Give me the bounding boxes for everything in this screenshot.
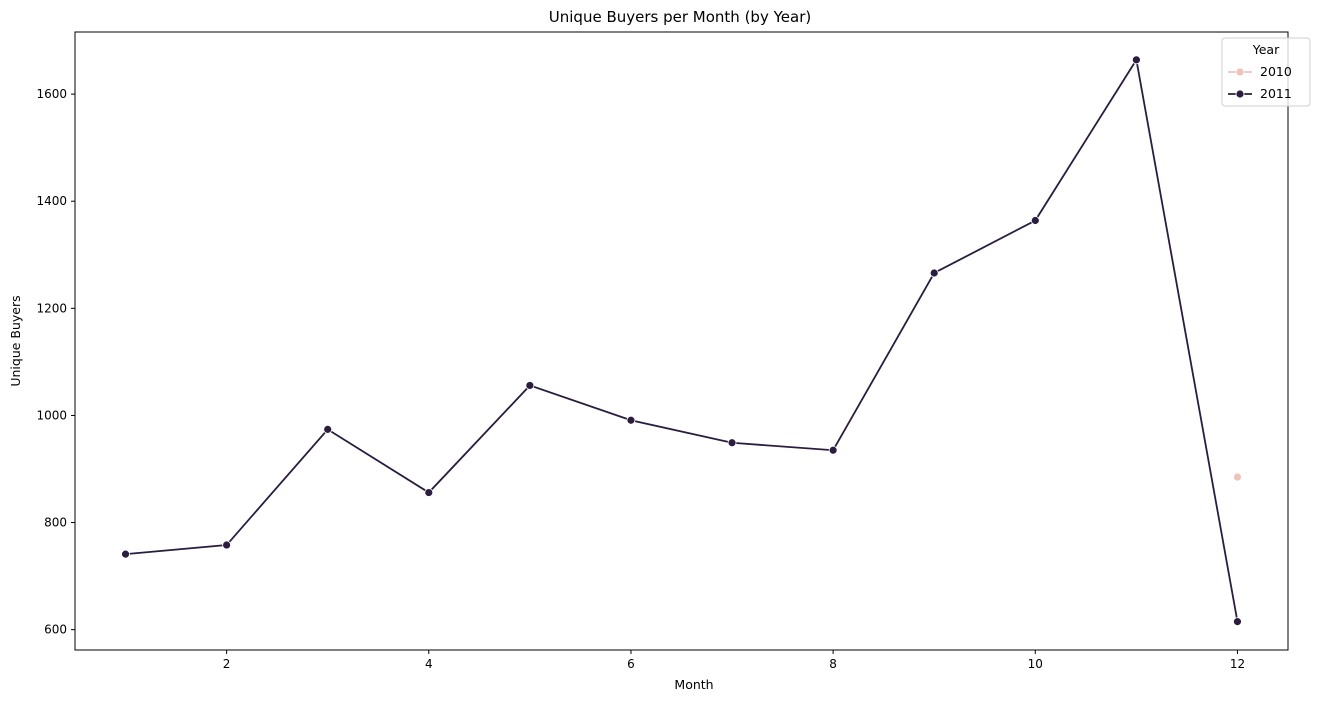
y-tick-label: 1200 bbox=[36, 301, 67, 315]
plot-area: 2 4 6 8 10 12 600 800 1000 1200 1400 1600 bbox=[36, 31, 1289, 671]
series-2011-point bbox=[1030, 216, 1040, 225]
x-tick-label: 2 bbox=[223, 657, 231, 671]
y-tick-label: 1600 bbox=[36, 87, 67, 101]
series-2011-point bbox=[525, 381, 535, 390]
x-tick-label: 4 bbox=[425, 657, 433, 671]
chart-title: Unique Buyers per Month (by Year) bbox=[549, 8, 811, 26]
y-tick-label: 600 bbox=[44, 623, 67, 637]
series-2011-point bbox=[828, 445, 838, 455]
plot-frame bbox=[74, 31, 1289, 651]
x-tick-label: 12 bbox=[1230, 657, 1245, 671]
series-2010-point bbox=[1233, 472, 1242, 482]
series-2011-point bbox=[424, 488, 434, 497]
series-2011-point bbox=[727, 438, 737, 448]
series-2011-point bbox=[1233, 617, 1242, 627]
x-tick-label: 10 bbox=[1028, 657, 1043, 671]
series-2011-point bbox=[626, 415, 636, 425]
series-2011-line bbox=[125, 57, 1239, 622]
x-tick-label: 8 bbox=[829, 657, 837, 671]
x-axis-label: Month bbox=[674, 677, 713, 692]
series-2011-point bbox=[323, 424, 333, 434]
legend: Year 2010 2011 bbox=[1221, 37, 1311, 107]
x-tick-label: 6 bbox=[627, 657, 635, 671]
legend-box bbox=[1221, 37, 1311, 107]
y-tick-label: 1400 bbox=[36, 194, 67, 208]
legend-swatch-marker bbox=[1235, 89, 1245, 99]
legend-entry-label: 2010 bbox=[1260, 64, 1292, 79]
series-2011-point bbox=[121, 549, 130, 559]
legend-title: Year bbox=[1252, 42, 1280, 57]
series-2011-point bbox=[1131, 55, 1141, 65]
y-tick-label: 1000 bbox=[36, 408, 67, 422]
y-axis-label: Unique Buyers bbox=[8, 295, 23, 386]
legend-entry-label: 2011 bbox=[1260, 86, 1292, 101]
y-tick-label: 800 bbox=[44, 516, 67, 530]
series-2011-point bbox=[929, 268, 939, 278]
legend-swatch-marker bbox=[1235, 67, 1245, 77]
series-2011-point bbox=[222, 540, 232, 550]
